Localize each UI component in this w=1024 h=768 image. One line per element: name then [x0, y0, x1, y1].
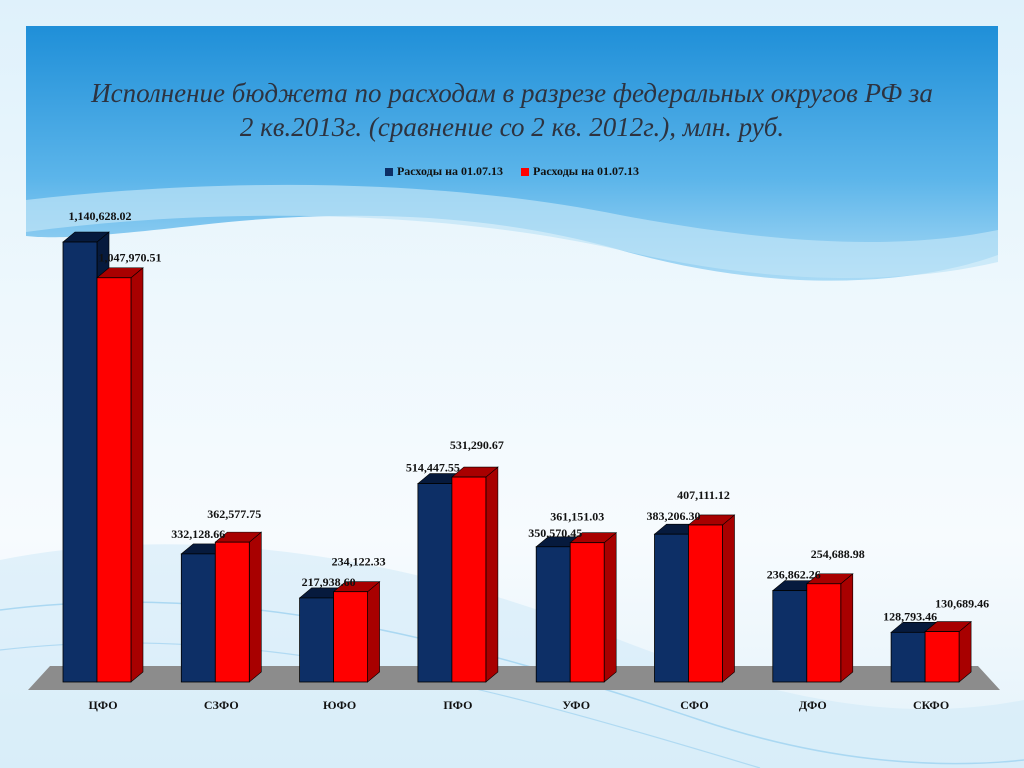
bar-side-4-1 [603, 532, 617, 683]
bar-side-3-1 [485, 466, 499, 683]
legend-label-series2: Расходы на 01.07.13 [533, 164, 640, 178]
data-label-5-1: 407,111.12 [677, 488, 730, 502]
category-label-7: СКФО [913, 698, 949, 712]
data-label-1-1: 362,577.75 [207, 507, 261, 521]
bar-side-6-1 [840, 573, 854, 683]
bar-6-0 [772, 590, 808, 683]
data-label-3-0: 514,447.55 [406, 461, 460, 475]
category-label-6: ДФО [799, 698, 827, 712]
legend-item-series2: Расходы на 01.07.13 [521, 164, 639, 179]
legend-swatch-series2 [521, 167, 529, 176]
bar-2-0 [299, 597, 335, 683]
bar-6-1 [806, 583, 842, 683]
data-label-7-1: 130,689.46 [935, 597, 989, 611]
bar-3-1 [451, 476, 487, 683]
legend-label-series1: Расходы на 01.07.13 [396, 164, 503, 178]
chart-floor [28, 666, 1000, 690]
data-label-2-1: 234,122.33 [332, 555, 386, 569]
bar-5-0 [654, 533, 689, 683]
bar-1-1 [214, 541, 250, 683]
labels-layer: 1,140,628.02 1,047,970.51 ЦФО 332,128.66 362… [69, 209, 990, 712]
category-label-2: ЮФО [323, 698, 356, 712]
bar-3-0 [417, 483, 453, 683]
data-label-2-0: 217,938.60 [302, 575, 356, 589]
chart-title-line2: 2 кв.2013г. (сравнение со 2 кв. 2012г.),… [239, 112, 785, 142]
bar-4-0 [535, 546, 571, 683]
data-label-3-1: 531,290.67 [450, 438, 504, 452]
data-label-7-0: 128,793.46 [883, 609, 937, 623]
data-label-4-0: 350,570.45 [528, 526, 582, 540]
bar-side-2-1 [367, 581, 380, 683]
data-label-5-0: 383,206.30 [647, 509, 701, 523]
bar-side-0-1 [130, 267, 144, 683]
bar-2-1 [333, 591, 369, 683]
bar-1-0 [180, 553, 216, 683]
bar-0-1 [96, 277, 132, 683]
category-label-4: УФО [562, 698, 590, 712]
bars-layer [62, 231, 972, 683]
category-label-5: СФО [680, 698, 708, 712]
data-label-6-1: 254,688.98 [811, 547, 865, 561]
bar-4-1 [569, 542, 605, 683]
data-label-0-0: 1,140,628.02 [69, 209, 132, 223]
bar-side-5-1 [722, 514, 735, 683]
chart-title: Исполнение бюджета по расходам в разрезе… [40, 76, 984, 144]
legend-item-series1: Расходы на 01.07.13 [384, 164, 503, 179]
data-label-4-1: 361,151.03 [550, 510, 604, 524]
bar-side-1-1 [249, 531, 262, 683]
category-label-3: ПФО [443, 698, 472, 712]
data-label-6-0: 236,862.26 [767, 568, 821, 582]
legend: Расходы на 01.07.13 Расходы на 01.07.13 [0, 164, 1024, 179]
legend-swatch-series1 [384, 167, 393, 176]
chart-title-line1: Исполнение бюджета по расходам в разрезе… [91, 78, 933, 108]
bar-5-1 [688, 524, 723, 683]
bar-0-0 [62, 241, 98, 683]
data-label-1-0: 332,128.66 [171, 527, 225, 541]
bar-7-0 [890, 631, 926, 683]
category-label-0: ЦФО [88, 698, 117, 712]
category-label-1: СЗФО [204, 698, 239, 712]
data-label-0-1: 1,047,970.51 [99, 251, 162, 265]
bar-7-1 [924, 631, 960, 683]
bar-side-7-1 [958, 620, 972, 683]
